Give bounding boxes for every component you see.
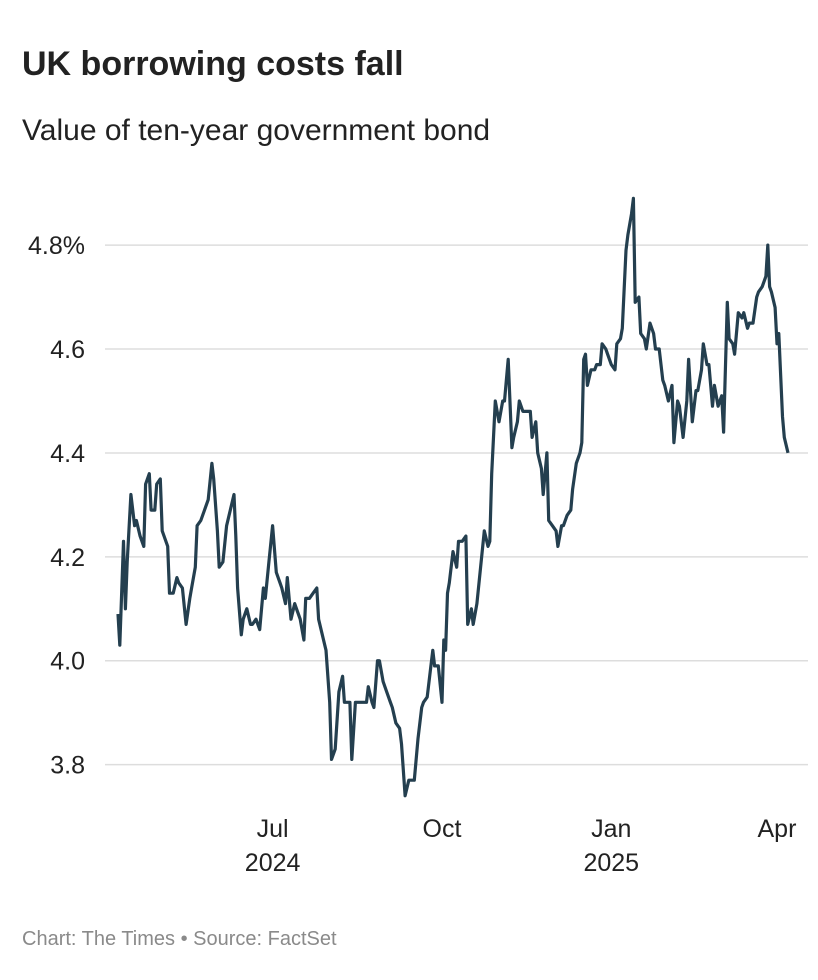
chart-footer: Chart: The Times • Source: FactSet	[22, 928, 337, 950]
y-tick-label: 4.8%	[28, 232, 85, 260]
x-tick-label: Jan 2025	[583, 815, 639, 877]
x-tick-label: Jul 2024	[245, 815, 301, 877]
chart-subtitle: Value of ten-year government bond	[22, 114, 490, 147]
y-tick-label: 4.6	[50, 336, 85, 364]
chart-title: UK borrowing costs fall	[22, 45, 404, 83]
line-series	[116, 196, 790, 798]
x-tick-label: Apr	[758, 815, 797, 843]
x-tick-label: Oct	[423, 815, 462, 843]
y-tick-label: 4.4	[50, 440, 85, 468]
y-tick-label: 3.8	[50, 752, 85, 780]
y-tick-label: 4.2	[50, 544, 85, 572]
y-tick-label: 4.0	[50, 648, 85, 676]
